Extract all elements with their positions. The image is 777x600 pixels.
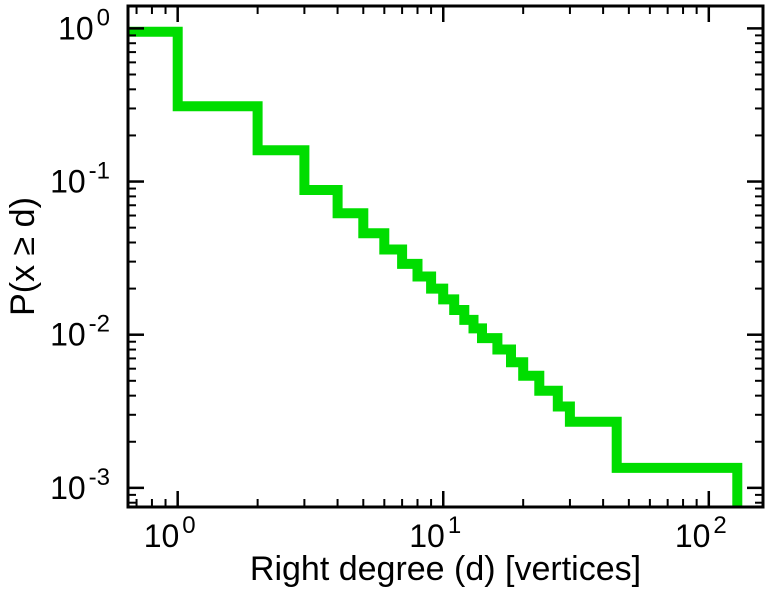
y-axis-label: P(x ≥ d) bbox=[4, 197, 42, 316]
y-tick-label-1e-1: 10 -1 bbox=[50, 158, 110, 200]
y-axis-ticks bbox=[128, 27, 763, 504]
x-tick-labels: 10 0 10 1 10 2 bbox=[144, 512, 727, 554]
x-tick-label-1e1: 10 1 bbox=[409, 512, 461, 554]
x-axis-ticks bbox=[135, 6, 711, 507]
y-tick-label-1e0: 10 0 bbox=[58, 4, 110, 46]
y-tick-label-1e-3: 10 -3 bbox=[50, 464, 110, 506]
x-tick-label-1e2: 10 2 bbox=[675, 512, 727, 554]
x-tick-label-1e0: 10 0 bbox=[144, 512, 196, 554]
series-group bbox=[128, 26, 743, 507]
plot-frame bbox=[126, 4, 765, 509]
y-tick-label-1e-2: 10 -2 bbox=[50, 311, 110, 353]
right-degree-ccdf-line bbox=[128, 26, 743, 507]
x-axis-label: Right degree (d) [vertices] bbox=[250, 550, 641, 588]
